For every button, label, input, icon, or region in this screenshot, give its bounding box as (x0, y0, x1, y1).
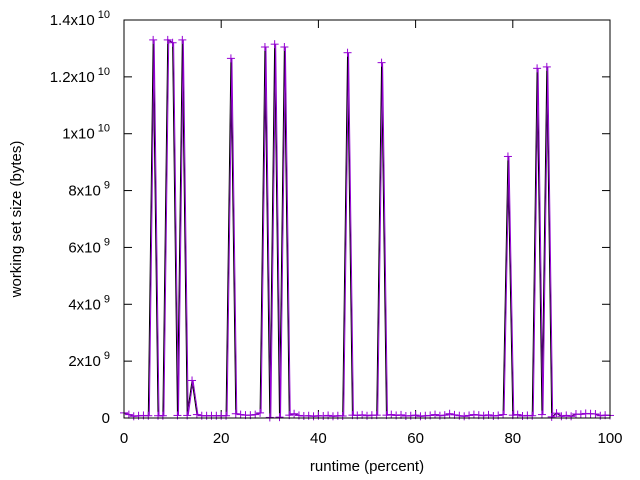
y-tick-mantissa: 4x10 (68, 296, 101, 313)
data-point (547, 412, 556, 421)
data-point (460, 412, 469, 421)
data-point (567, 412, 576, 421)
data-point (431, 410, 440, 419)
data-point (479, 411, 488, 420)
x-tick-label: 40 (310, 430, 327, 447)
data-point (251, 410, 260, 419)
data-point (192, 410, 201, 419)
y-tick-label: 0 (102, 410, 110, 427)
data-point (309, 412, 318, 421)
series-layer (120, 35, 614, 422)
data-point (129, 412, 138, 421)
data-point (455, 411, 464, 420)
data-point (576, 410, 585, 419)
x-tick-label: 0 (120, 430, 128, 447)
data-point (542, 62, 551, 71)
data-point (319, 412, 328, 421)
data-point (435, 411, 444, 420)
data-point (304, 411, 313, 420)
y-axis-label: working set size (bytes) (8, 141, 25, 299)
data-point (124, 410, 133, 419)
data-point (596, 411, 605, 420)
y-tick-label: 1.2x10 10 (50, 66, 110, 86)
y-tick-label: 2x10 9 (68, 350, 110, 370)
x-axis-ticks: 0 20 40 60 80 100 (120, 20, 623, 447)
series-line-shadow (123, 39, 611, 418)
plot-border (123, 19, 611, 419)
data-point (236, 410, 245, 419)
data-point (513, 410, 522, 419)
x-tick-label: 60 (407, 430, 424, 447)
data-point (328, 412, 337, 421)
y-tick-mantissa: 0 (102, 410, 110, 427)
data-point (406, 411, 415, 420)
data-point (557, 412, 566, 421)
data-point (503, 152, 512, 161)
y-tick-exponent: 10 (98, 123, 110, 135)
series-line (124, 39, 612, 418)
data-point (188, 376, 197, 385)
data-point (260, 43, 269, 52)
data-point (275, 413, 284, 422)
data-point (445, 409, 454, 418)
data-point (265, 413, 274, 422)
data-point (256, 408, 265, 417)
y-tick-exponent: 9 (104, 350, 110, 362)
data-point (144, 411, 153, 420)
y-tick-label: 1x10 10 (62, 123, 110, 143)
data-point (489, 412, 498, 421)
data-point (178, 35, 187, 44)
data-point (338, 412, 347, 421)
y-tick-mantissa: 1.2x10 (50, 69, 95, 86)
y-tick-label: 1.4x10 10 (50, 9, 110, 29)
y-tick-mantissa: 2x10 (68, 353, 101, 370)
data-point (469, 410, 478, 419)
data-point (377, 58, 386, 67)
data-point (226, 54, 235, 63)
x-axis-label: runtime (percent) (310, 458, 424, 475)
y-tick-mantissa: 1x10 (62, 126, 95, 143)
y-tick-exponent: 10 (98, 66, 110, 78)
y-tick-exponent: 9 (104, 293, 110, 305)
x-tick-label: 100 (597, 430, 622, 447)
data-point (499, 410, 508, 419)
data-point (270, 40, 279, 49)
data-point (387, 410, 396, 419)
x-tick-label: 20 (213, 430, 230, 447)
data-point (528, 411, 537, 420)
data-point (222, 411, 231, 420)
y-tick-mantissa: 8x10 (68, 183, 101, 200)
data-point (231, 409, 240, 418)
y-tick-exponent: 10 (98, 9, 110, 21)
y-tick-mantissa: 1.4x10 (50, 12, 95, 29)
data-point (149, 35, 158, 44)
data-point (537, 410, 546, 419)
data-point (158, 411, 167, 420)
data-point (591, 410, 600, 419)
data-point (533, 64, 542, 73)
data-point (163, 35, 172, 44)
y-tick-exponent: 9 (104, 180, 110, 192)
data-point (168, 38, 177, 47)
data-point (363, 411, 371, 420)
y-tick-exponent: 9 (104, 236, 110, 248)
data-point (552, 409, 561, 418)
data-point (416, 412, 425, 421)
y-tick-mantissa: 6x10 (68, 239, 101, 256)
data-point (290, 409, 299, 418)
x-tick-label: 80 (504, 430, 521, 447)
y-tick-label: 4x10 9 (68, 293, 110, 313)
y-tick-label: 6x10 9 (68, 236, 110, 256)
data-point (280, 43, 289, 52)
y-tick-label: 8x10 9 (68, 180, 110, 200)
data-point (343, 48, 352, 57)
data-point (518, 412, 527, 421)
